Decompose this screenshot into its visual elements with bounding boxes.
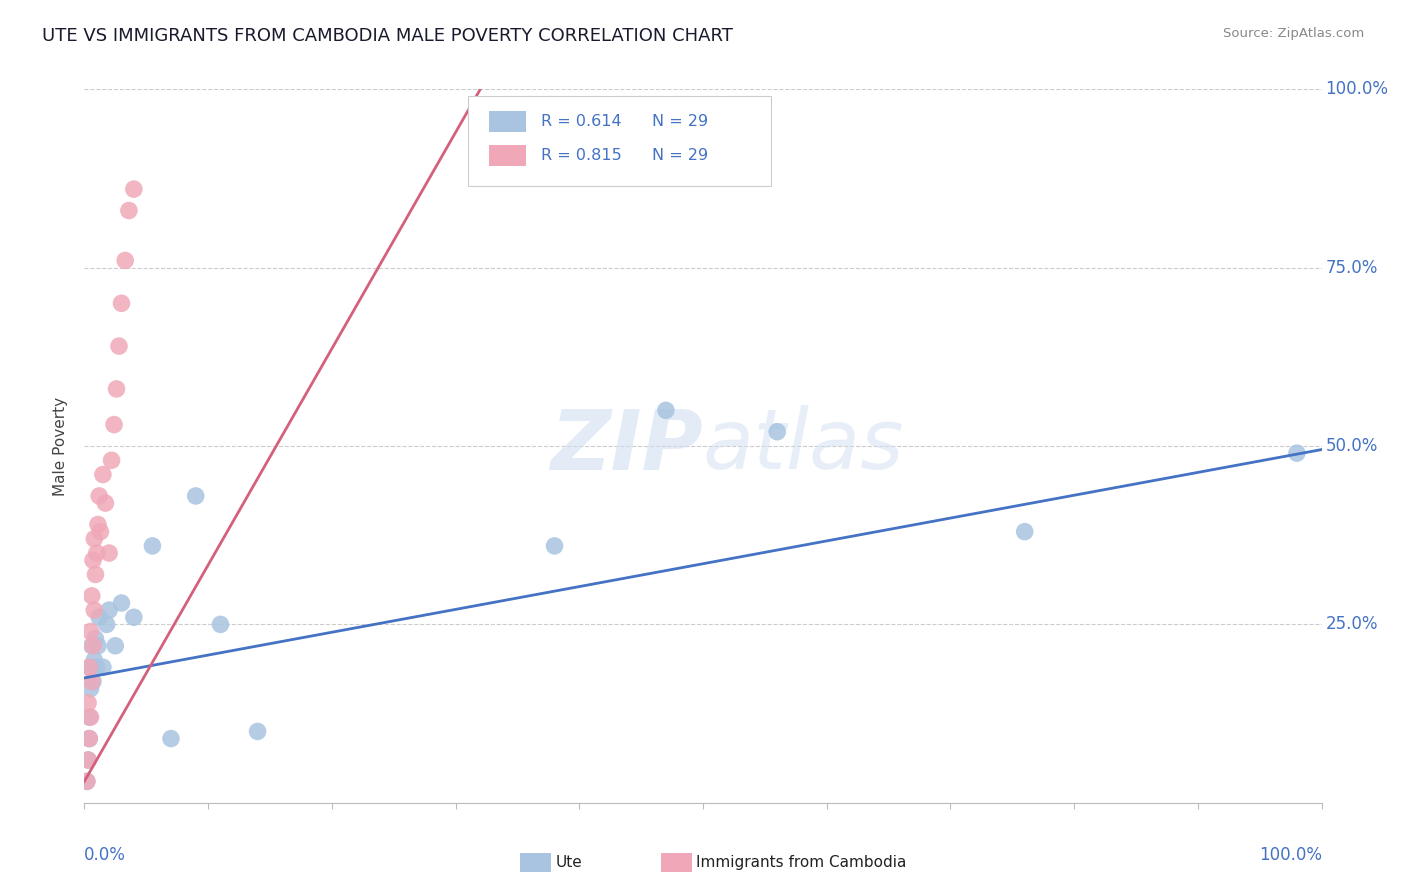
Text: UTE VS IMMIGRANTS FROM CAMBODIA MALE POVERTY CORRELATION CHART: UTE VS IMMIGRANTS FROM CAMBODIA MALE POV… xyxy=(42,27,733,45)
Point xyxy=(84,567,107,582)
Point xyxy=(82,639,104,653)
Point xyxy=(80,674,103,689)
Point xyxy=(79,660,101,674)
Point xyxy=(96,617,118,632)
Point xyxy=(1014,524,1036,539)
Point xyxy=(79,624,101,639)
Point xyxy=(79,731,101,746)
Point xyxy=(79,681,101,696)
Point xyxy=(83,653,105,667)
Text: 100.0%: 100.0% xyxy=(1326,80,1388,98)
Point xyxy=(82,674,104,689)
Point xyxy=(114,253,136,268)
Point xyxy=(209,617,232,632)
Point xyxy=(86,546,108,560)
Text: 0.0%: 0.0% xyxy=(84,846,127,863)
Point xyxy=(79,710,101,724)
Point xyxy=(118,203,141,218)
Text: 75.0%: 75.0% xyxy=(1326,259,1378,277)
Text: N = 29: N = 29 xyxy=(652,114,709,128)
Point xyxy=(79,710,101,724)
Point xyxy=(87,639,110,653)
Text: N = 29: N = 29 xyxy=(652,148,709,163)
Point xyxy=(94,496,117,510)
Point xyxy=(122,182,145,196)
Text: 25.0%: 25.0% xyxy=(1326,615,1378,633)
Text: R = 0.614: R = 0.614 xyxy=(541,114,621,128)
Point xyxy=(160,731,183,746)
Text: Ute: Ute xyxy=(555,855,582,870)
Point xyxy=(1285,446,1308,460)
Point xyxy=(76,774,98,789)
Point xyxy=(79,731,101,746)
Point xyxy=(246,724,269,739)
Point xyxy=(83,532,105,546)
Point xyxy=(89,524,111,539)
Point xyxy=(89,610,111,624)
Point xyxy=(655,403,678,417)
Point xyxy=(91,660,114,674)
Point xyxy=(89,489,111,503)
Point xyxy=(98,603,121,617)
Point xyxy=(110,296,132,310)
Point xyxy=(79,660,101,674)
Point xyxy=(80,639,103,653)
Text: R = 0.815: R = 0.815 xyxy=(541,148,621,163)
Text: 50.0%: 50.0% xyxy=(1326,437,1378,455)
Text: Source: ZipAtlas.com: Source: ZipAtlas.com xyxy=(1223,27,1364,40)
Text: ZIP: ZIP xyxy=(550,406,703,486)
Point xyxy=(103,417,125,432)
Point xyxy=(105,382,128,396)
Point xyxy=(766,425,789,439)
Point xyxy=(122,610,145,624)
Point xyxy=(543,539,565,553)
Point xyxy=(184,489,207,503)
Bar xyxy=(489,145,526,166)
Point xyxy=(77,753,100,767)
Point xyxy=(110,596,132,610)
Point xyxy=(77,753,100,767)
Point xyxy=(98,546,121,560)
Point xyxy=(77,696,100,710)
Point xyxy=(76,774,98,789)
Point xyxy=(83,603,105,617)
Bar xyxy=(489,111,526,132)
Point xyxy=(86,660,108,674)
Point xyxy=(100,453,122,467)
FancyBboxPatch shape xyxy=(468,96,770,186)
Point xyxy=(104,639,127,653)
Point xyxy=(82,553,104,567)
Text: Immigrants from Cambodia: Immigrants from Cambodia xyxy=(696,855,907,870)
Point xyxy=(141,539,163,553)
Point xyxy=(87,517,110,532)
Text: 100.0%: 100.0% xyxy=(1258,846,1322,863)
Y-axis label: Male Poverty: Male Poverty xyxy=(52,396,67,496)
Point xyxy=(84,632,107,646)
Point xyxy=(80,589,103,603)
Point xyxy=(108,339,131,353)
Point xyxy=(91,467,114,482)
Text: atlas: atlas xyxy=(703,406,904,486)
